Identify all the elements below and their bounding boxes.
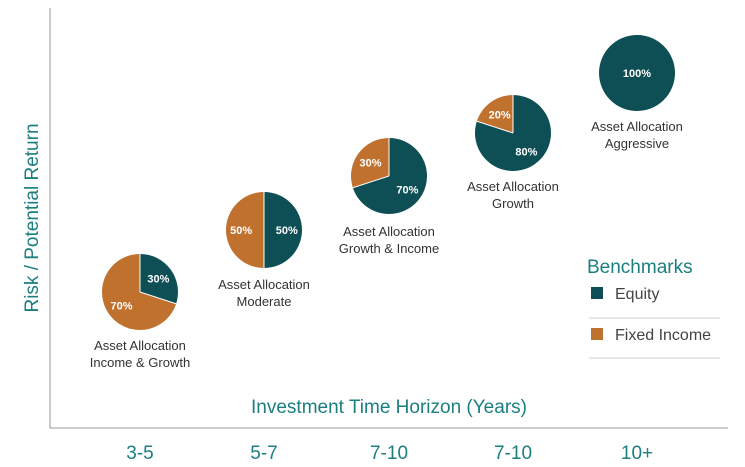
pie-marker: 20% 80% Asset Allocation Growth (467, 95, 559, 211)
pie-label-fixed-income: 50% (230, 225, 252, 237)
pie-markers: 70% 30% Asset Allocation Income & Growth 50%… (90, 35, 683, 370)
pie-caption: Aggressive (605, 136, 669, 151)
x-axis-label: Investment Time Horizon (Years) (251, 397, 527, 418)
pie-caption: Asset Allocation (343, 224, 435, 239)
pie-caption: Asset Allocation (218, 277, 310, 292)
pie-slice-equity (264, 192, 302, 268)
legend-label: Fixed Income (615, 327, 711, 344)
pie-caption: Income & Growth (90, 355, 190, 370)
legend-title: Benchmarks (587, 257, 693, 278)
pie-caption: Asset Allocation (591, 119, 683, 134)
legend-swatch (591, 328, 603, 340)
legend-label: Equity (615, 286, 659, 303)
pie-label-equity: 50% (276, 225, 298, 237)
x-tick-label: 5-7 (250, 443, 277, 464)
pie-caption: Asset Allocation (94, 338, 186, 353)
pie-label-fixed-income: 30% (360, 158, 382, 170)
pie-marker: 50% 50% Asset Allocation Moderate (218, 192, 310, 309)
x-tick-label: 7-10 (370, 443, 408, 464)
pie-label-equity: 30% (147, 274, 169, 286)
pie-marker: 100% Asset Allocation Aggressive (591, 35, 683, 151)
pie-slice-equity (140, 254, 178, 304)
pie-label-equity: 80% (515, 146, 537, 158)
legend: Benchmarks Equity Fixed Income (587, 257, 720, 359)
pie-caption: Growth & Income (339, 241, 439, 256)
pie-marker: 70% 30% Asset Allocation Income & Growth (90, 254, 190, 370)
x-tick-labels: 3-5 5-7 7-10 7-10 10+ (126, 443, 653, 464)
pie-label-equity: 100% (623, 68, 651, 80)
x-tick-label: 10+ (621, 443, 653, 464)
pie-slice-equity (599, 35, 675, 111)
x-tick-label: 7-10 (494, 443, 532, 464)
pie-label-equity: 70% (396, 184, 418, 196)
pie-slice-equity (352, 138, 428, 214)
pie-marker: 30% 70% Asset Allocation Growth & Income (339, 138, 439, 256)
pie-slice-fixed-income (351, 138, 389, 188)
pie-slice-fixed-income (226, 192, 264, 268)
pie-label-fixed-income: 70% (111, 300, 133, 312)
pie-slice-fixed-income (102, 254, 177, 330)
pie-slice-fixed-income (476, 95, 513, 133)
legend-swatch (591, 287, 603, 299)
pie-label-fixed-income: 20% (489, 110, 511, 122)
y-axis-label: Risk / Potential Return (22, 123, 43, 312)
pie-caption: Moderate (237, 294, 292, 309)
pie-caption: Growth (492, 196, 534, 211)
pie-caption: Asset Allocation (467, 179, 559, 194)
x-tick-label: 3-5 (126, 443, 153, 464)
